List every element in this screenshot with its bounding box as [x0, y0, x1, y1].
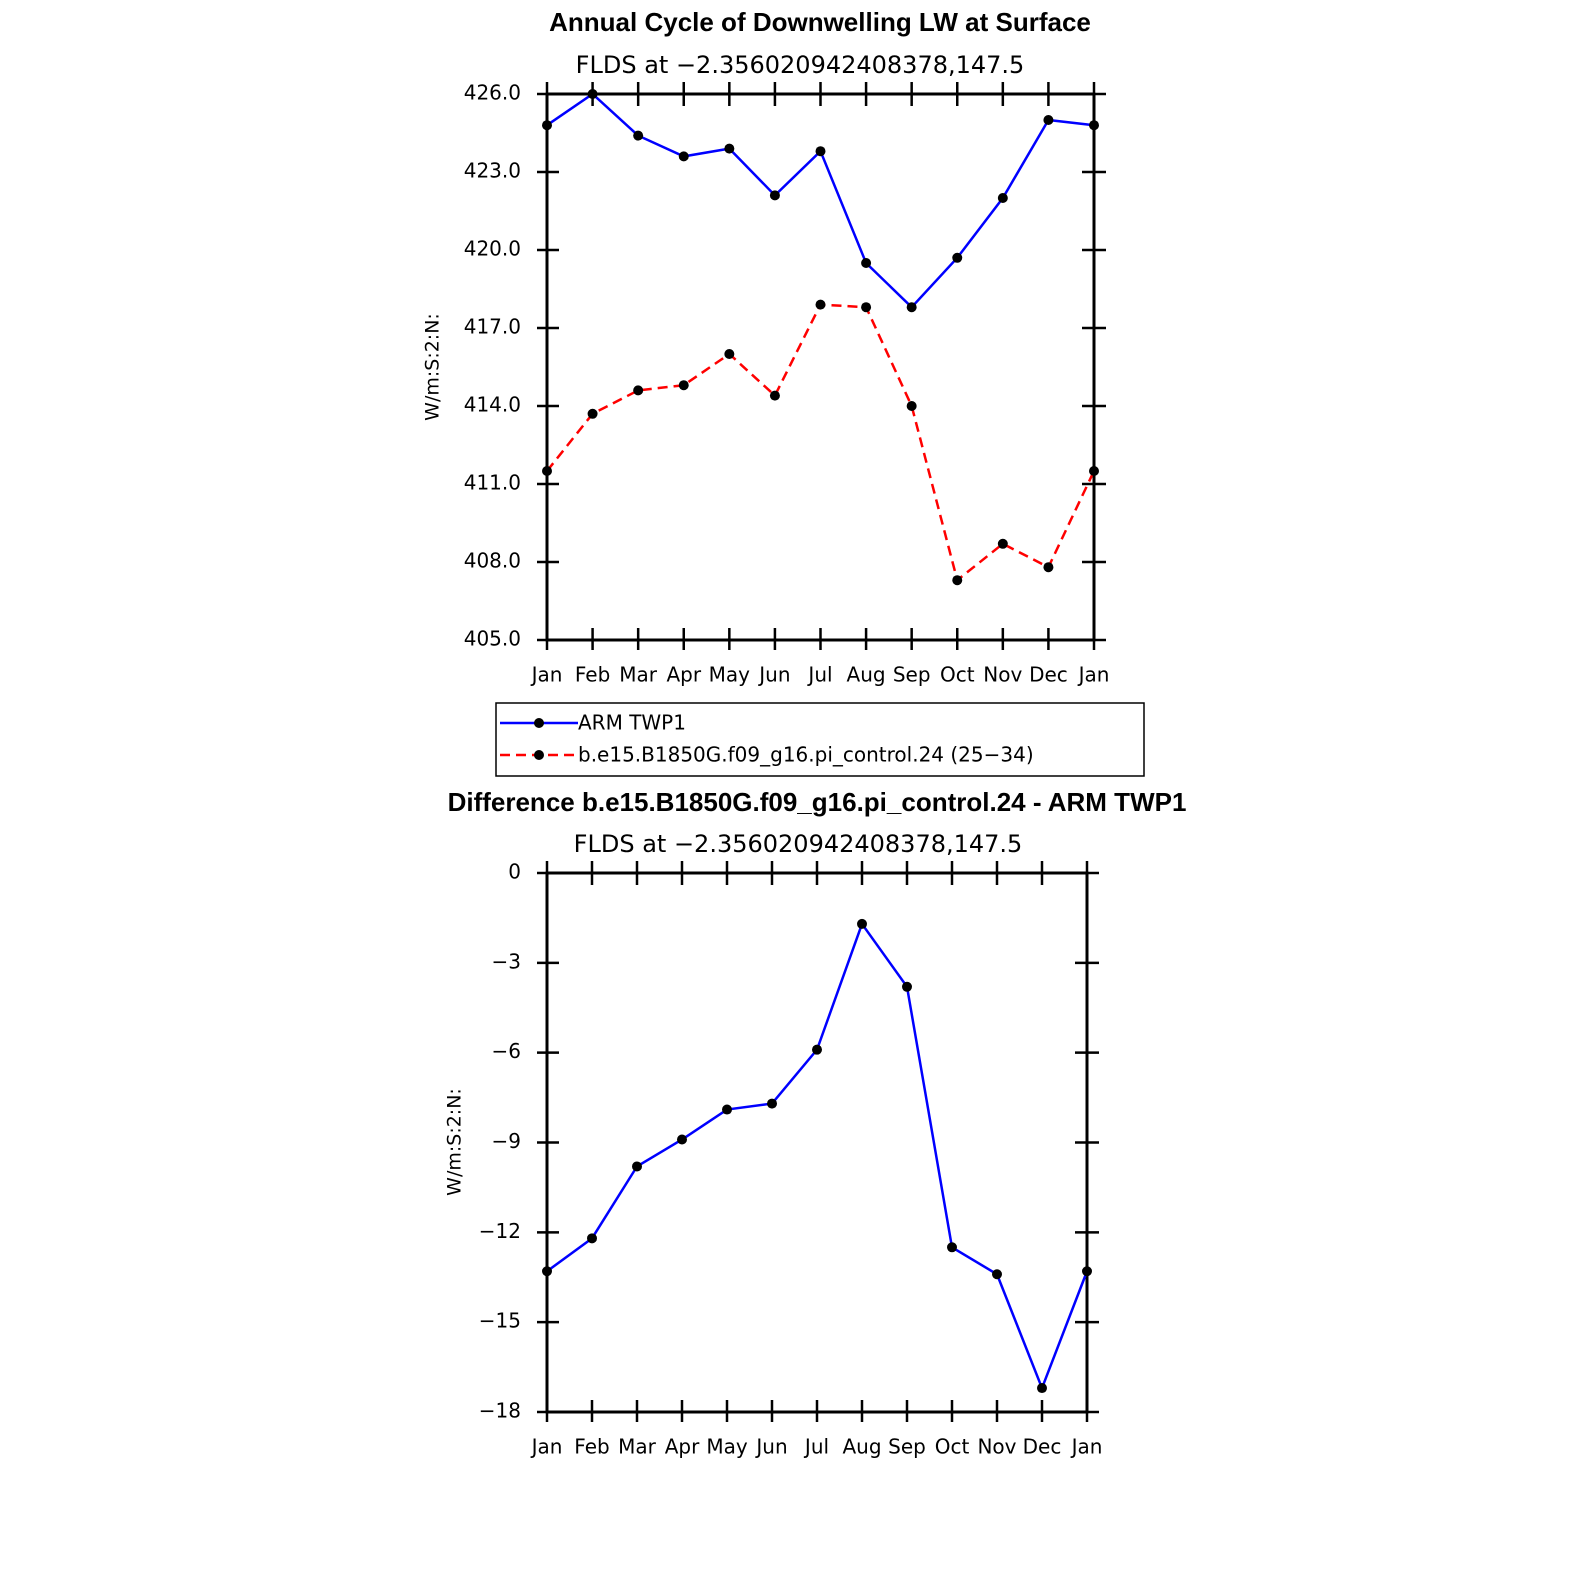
- data-point: [769, 190, 780, 201]
- x-tick-label: Jan: [1070, 1435, 1103, 1459]
- data-point: [767, 1098, 777, 1109]
- plot-frame: [545, 871, 1089, 1414]
- data-point: [724, 349, 735, 359]
- x-tick-label: Feb: [575, 663, 610, 687]
- data-point: [633, 130, 644, 141]
- plot-frame: [545, 92, 1096, 642]
- x-tick-label: Jan: [530, 1435, 563, 1459]
- data-point: [724, 143, 735, 154]
- data-point: [542, 120, 552, 131]
- x-tick-label: Jan: [1077, 663, 1110, 687]
- series-line: [546, 92, 1095, 309]
- series-line: [546, 303, 1096, 583]
- data-point: [769, 390, 780, 401]
- y-tick-label: −12: [479, 1219, 521, 1243]
- data-point: [815, 299, 826, 310]
- y-tick-label: 405.0: [464, 627, 521, 651]
- data-point: [1037, 1383, 1047, 1394]
- data-point: [906, 302, 917, 313]
- data-point: [1043, 562, 1054, 573]
- x-tick-label: Apr: [665, 1435, 700, 1459]
- x-tick-label: Sep: [888, 1435, 926, 1459]
- data-point: [861, 258, 872, 268]
- series-line: [546, 921, 1089, 1392]
- y-tick-label: 414.0: [464, 393, 521, 417]
- x-tick-label: Aug: [847, 663, 886, 687]
- x-tick-label: Jan: [530, 663, 563, 687]
- y-tick-label: −6: [492, 1039, 521, 1063]
- data-point: [902, 981, 912, 992]
- y-axis-label: W/m:S:2:N:: [444, 1088, 466, 1196]
- data-point: [812, 1044, 822, 1055]
- legend-label: ARM TWP1: [578, 711, 686, 735]
- data-point: [947, 1242, 957, 1253]
- y-tick-label: 408.0: [464, 549, 521, 573]
- data-point: [678, 151, 689, 162]
- y-tick-label: −9: [492, 1129, 521, 1153]
- data-point: [997, 538, 1008, 549]
- data-point: [952, 252, 963, 263]
- data-point: [587, 408, 598, 419]
- chart-title: Annual Cycle of Downwelling LW at Surfac…: [549, 7, 1091, 37]
- data-point: [542, 466, 552, 476]
- x-tick-label: Nov: [983, 663, 1022, 687]
- legend-marker: [534, 718, 544, 728]
- x-tick-label: Jun: [757, 663, 790, 687]
- y-tick-label: −15: [479, 1309, 521, 1333]
- data-point: [992, 1269, 1002, 1280]
- x-tick-label: Mar: [618, 1435, 657, 1459]
- data-point: [587, 1233, 597, 1244]
- x-tick-label: Dec: [1023, 1435, 1062, 1459]
- x-tick-label: May: [709, 663, 751, 687]
- data-point: [632, 1161, 642, 1172]
- data-point: [633, 385, 644, 396]
- data-point: [857, 918, 867, 929]
- x-tick-label: Nov: [977, 1435, 1016, 1459]
- x-tick-label: Mar: [619, 663, 658, 687]
- data-point: [542, 1266, 552, 1277]
- data-point: [587, 89, 598, 99]
- x-tick-label: May: [706, 1435, 748, 1459]
- chart-subtitle: FLDS at −2.356020942408378,147.5: [574, 830, 1023, 858]
- data-point: [815, 146, 826, 157]
- x-tick-label: Sep: [893, 663, 931, 687]
- data-point: [1043, 115, 1054, 125]
- legend-label: b.e15.B1850G.f09_g16.pi_control.24 (25−3…: [578, 743, 1034, 767]
- data-point: [677, 1134, 687, 1145]
- chart-title: Difference b.e15.B1850G.f09_g16.pi_contr…: [448, 787, 1187, 817]
- x-tick-label: Apr: [666, 663, 701, 687]
- x-tick-label: Oct: [935, 1435, 970, 1459]
- chart-subtitle: FLDS at −2.356020942408378,147.5: [576, 51, 1025, 79]
- legend-box: [495, 702, 1145, 777]
- x-tick-label: Oct: [940, 663, 975, 687]
- data-point: [1082, 1266, 1092, 1277]
- y-tick-label: 417.0: [464, 315, 521, 339]
- legend-marker: [534, 750, 544, 760]
- y-tick-label: 420.0: [464, 237, 521, 261]
- y-tick-label: −3: [492, 949, 521, 973]
- x-tick-label: Jul: [803, 1435, 829, 1459]
- data-point: [997, 193, 1008, 203]
- data-point: [678, 380, 689, 391]
- y-tick-label: 426.0: [464, 81, 521, 105]
- y-tick-label: −18: [479, 1399, 521, 1423]
- data-point: [1089, 120, 1099, 131]
- data-point: [722, 1104, 732, 1115]
- x-tick-label: Jun: [754, 1435, 787, 1459]
- y-axis-label: W/m:S:2:N:: [422, 313, 444, 421]
- x-tick-label: Dec: [1029, 663, 1068, 687]
- data-point: [1089, 466, 1099, 476]
- y-tick-label: 411.0: [464, 471, 521, 495]
- x-tick-label: Feb: [574, 1435, 609, 1459]
- data-point: [861, 302, 872, 313]
- x-tick-label: Aug: [842, 1435, 881, 1459]
- y-tick-label: 423.0: [464, 159, 521, 183]
- data-point: [906, 401, 917, 411]
- data-point: [952, 575, 963, 586]
- x-tick-label: Jul: [806, 663, 832, 687]
- y-tick-label: 0: [508, 860, 521, 884]
